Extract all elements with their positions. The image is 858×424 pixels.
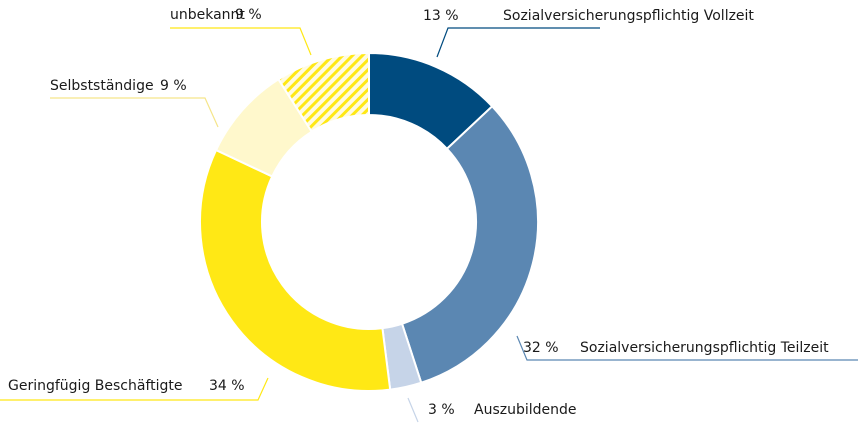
value-label: 13 % [423,8,459,24]
value-label: 32 % [523,340,559,356]
donut-slice [199,148,392,392]
leader-line [0,377,269,401]
leader-line [407,397,419,423]
leader-line [516,335,858,361]
category-label: Sozialversicherungspflichtig Vollzeit [503,8,754,24]
value-label: 9 % [235,7,262,23]
category-label: unbekannt [170,7,245,23]
donut-slice [277,51,370,134]
category-label: Selbstständige [50,78,154,94]
donut-slice [400,104,539,384]
value-label: 9 % [160,78,187,94]
value-label: 34 % [209,378,245,394]
value-label: 3 % [428,402,455,418]
leader-line [436,27,600,58]
category-label: Geringfügig Beschäftigte [8,378,183,394]
leader-line [170,27,312,56]
leader-line [50,97,219,128]
category-label: Auszubildende [474,402,577,418]
category-label: Sozialversicherungspflichtig Teilzeit [580,340,829,356]
